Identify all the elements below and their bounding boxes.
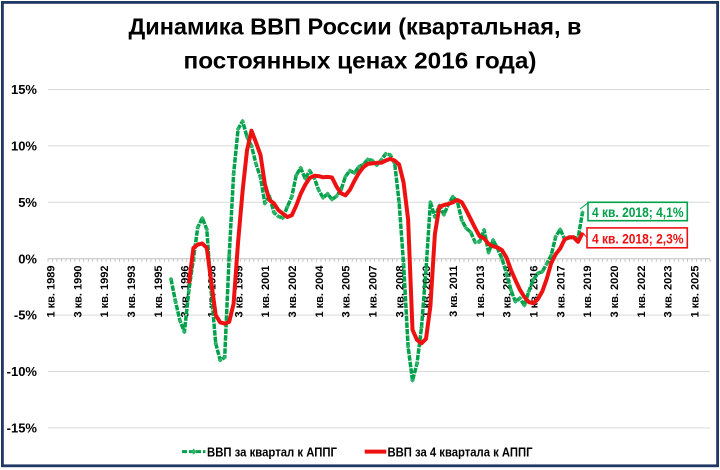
svg-text:3 кв. 2002: 3 кв. 2002 — [287, 266, 299, 318]
svg-text:1 кв. 2007: 1 кв. 2007 — [368, 266, 380, 318]
svg-text:1 кв. 1992: 1 кв. 1992 — [99, 266, 111, 318]
svg-text:1 кв. 2025: 1 кв. 2025 — [690, 266, 702, 318]
svg-text:15%: 15% — [11, 82, 37, 97]
svg-text:3 кв. 2014: 3 кв. 2014 — [502, 265, 514, 318]
svg-text:1 кв. 2013: 1 кв. 2013 — [475, 266, 487, 318]
svg-text:-5%: -5% — [14, 308, 38, 323]
svg-text:1 кв. 2022: 1 кв. 2022 — [636, 266, 648, 318]
svg-text:3 кв. 2023: 3 кв. 2023 — [663, 266, 675, 318]
svg-text:1 кв. 2001: 1 кв. 2001 — [260, 266, 272, 318]
svg-text:4 кв. 2018; 2,3%: 4 кв. 2018; 2,3% — [592, 231, 684, 247]
svg-text:3 кв. 2005: 3 кв. 2005 — [341, 266, 353, 318]
svg-text:Динамика ВВП России (квартальн: Динамика ВВП России (квартальная, в — [129, 14, 582, 40]
svg-text:5%: 5% — [18, 195, 37, 210]
svg-text:ВВП за квартал к АППГ: ВВП за квартал к АППГ — [207, 445, 337, 459]
svg-text:3 кв. 2020: 3 кв. 2020 — [609, 266, 621, 318]
svg-text:1 кв. 2004: 1 кв. 2004 — [314, 265, 326, 318]
svg-text:1 кв. 1995: 1 кв. 1995 — [153, 266, 165, 318]
svg-text:3 кв. 1993: 3 кв. 1993 — [126, 266, 138, 318]
svg-text:постоянных ценах 2016 года): постоянных ценах 2016 года) — [184, 48, 537, 74]
svg-text:1 кв. 1989: 1 кв. 1989 — [45, 266, 57, 318]
svg-text:-10%: -10% — [7, 364, 38, 379]
svg-text:10%: 10% — [11, 139, 37, 154]
svg-text:0%: 0% — [18, 251, 37, 266]
svg-text:4 кв. 2018; 4,1%: 4 кв. 2018; 4,1% — [592, 204, 684, 220]
svg-text:3 кв. 2011: 3 кв. 2011 — [448, 266, 460, 317]
svg-text:3 кв. 1990: 3 кв. 1990 — [72, 266, 84, 318]
svg-text:1 кв. 2019: 1 кв. 2019 — [582, 266, 594, 318]
svg-text:ВВП за 4 квартала к АППГ: ВВП за 4 квартала к АППГ — [388, 445, 533, 459]
svg-text:-15%: -15% — [7, 421, 38, 436]
svg-text:3 кв. 2017: 3 кв. 2017 — [555, 266, 567, 318]
